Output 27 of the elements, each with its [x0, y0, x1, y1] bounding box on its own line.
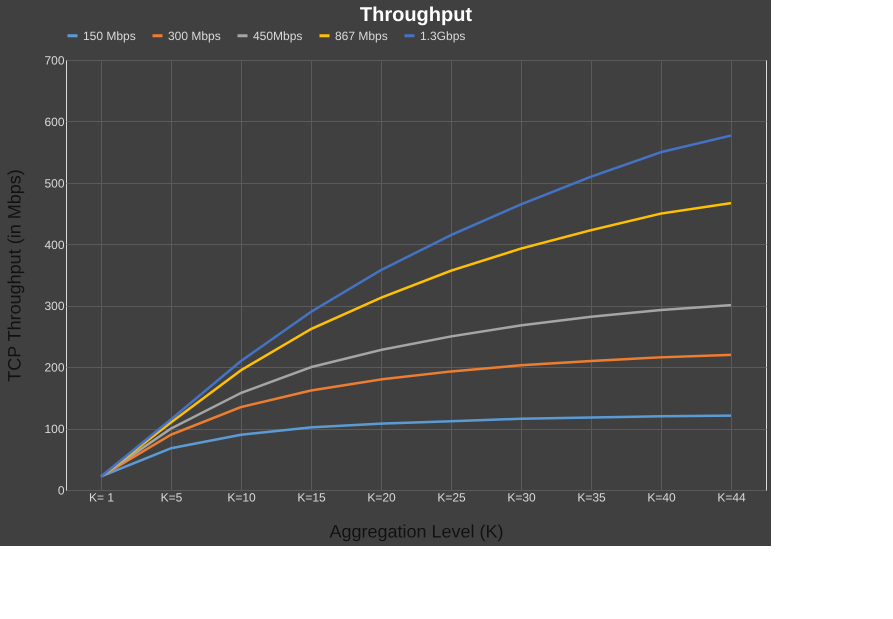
- legend-label: 450Mbps: [253, 28, 302, 43]
- x-tick-label: K=35: [577, 490, 606, 504]
- x-tick-label: K=5: [160, 490, 183, 504]
- y-tick-label: 200: [44, 360, 65, 375]
- x-tick-label: K=30: [507, 490, 536, 504]
- y-tick-label: 400: [44, 238, 65, 252]
- y-tick-label: 300: [44, 299, 65, 314]
- line-series: [100, 414, 732, 478]
- x-tick-label: K=44: [717, 490, 746, 504]
- y-tick-label: 500: [44, 176, 65, 190]
- y-tick-label: 700: [44, 54, 65, 68]
- x-tick-label: K=40: [647, 490, 676, 504]
- legend-label: 867 Mbps: [335, 28, 388, 43]
- x-tick-label: K= 1: [88, 490, 114, 504]
- chart-title: Throughput: [360, 4, 472, 26]
- x-tick-label: K=20: [367, 490, 396, 504]
- legend-label: 150 Mbps: [83, 28, 136, 43]
- y-tick-label: 100: [44, 422, 65, 436]
- x-tick-label: K=25: [437, 490, 466, 504]
- x-tick-label: K=10: [227, 490, 256, 504]
- x-tick-label: K=15: [297, 490, 326, 504]
- y-tick-label: 0: [58, 484, 65, 498]
- y-tick-label: 600: [44, 114, 65, 129]
- line-series: [100, 304, 732, 478]
- legend-label: 300 Mbps: [168, 28, 221, 43]
- line-series: [100, 134, 732, 478]
- legend-label: 1.3Gbps: [420, 28, 466, 43]
